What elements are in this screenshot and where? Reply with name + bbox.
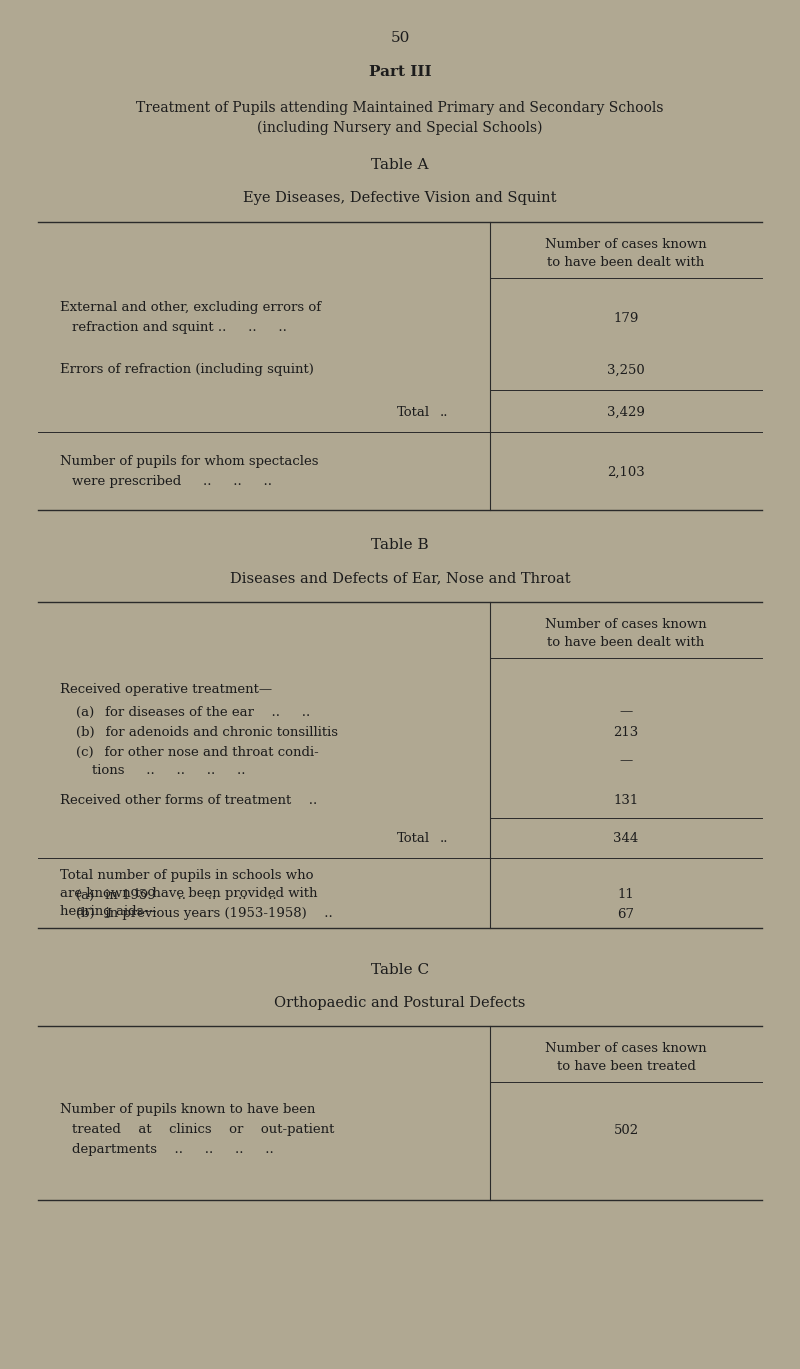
Text: Received operative treatment—: Received operative treatment— [60, 683, 272, 697]
Text: Number of pupils for whom spectacles: Number of pupils for whom spectacles [60, 456, 318, 468]
Text: 344: 344 [614, 831, 638, 845]
Text: Number of cases known: Number of cases known [545, 237, 707, 251]
Text: refraction and squint ..   ..   ..: refraction and squint .. .. .. [72, 322, 287, 334]
Text: departments  ..   ..   ..   ..: departments .. .. .. .. [72, 1143, 274, 1157]
Text: Total number of pupils in schools who: Total number of pupils in schools who [60, 869, 314, 883]
Text: 179: 179 [614, 312, 638, 324]
Text: to have been dealt with: to have been dealt with [547, 635, 705, 649]
Text: (a)  in 1959   ..   ..   ..   ..: (a) in 1959 .. .. .. .. [76, 888, 277, 902]
Text: Number of cases known: Number of cases known [545, 617, 707, 631]
Text: Total: Total [397, 831, 430, 845]
Text: External and other, excluding errors of: External and other, excluding errors of [60, 301, 321, 315]
Text: ..: .. [440, 405, 449, 419]
Text: 2,103: 2,103 [607, 465, 645, 479]
Text: (b)  in previous years (1953-1958)  ..: (b) in previous years (1953-1958) .. [76, 908, 333, 920]
Text: Eye Diseases, Defective Vision and Squint: Eye Diseases, Defective Vision and Squin… [243, 192, 557, 205]
Text: 50: 50 [390, 31, 410, 45]
Text: 131: 131 [614, 794, 638, 806]
Text: 3,250: 3,250 [607, 364, 645, 376]
Text: (c)  for other nose and throat condi-: (c) for other nose and throat condi- [76, 746, 318, 758]
Text: tions   ..   ..   ..   ..: tions .. .. .. .. [92, 764, 246, 776]
Text: Table C: Table C [371, 962, 429, 977]
Text: Errors of refraction (including squint): Errors of refraction (including squint) [60, 364, 314, 376]
Text: Treatment of Pupils attending Maintained Primary and Secondary Schools: Treatment of Pupils attending Maintained… [136, 101, 664, 115]
Text: 502: 502 [614, 1124, 638, 1136]
Text: are known to have been provided with: are known to have been provided with [60, 887, 318, 901]
Text: Orthopaedic and Postural Defects: Orthopaedic and Postural Defects [274, 997, 526, 1010]
Text: —: — [619, 754, 633, 768]
Text: Part III: Part III [369, 64, 431, 79]
Text: (b)  for adenoids and chronic tonsillitis: (b) for adenoids and chronic tonsillitis [76, 726, 338, 738]
Text: (including Nursery and Special Schools): (including Nursery and Special Schools) [258, 120, 542, 136]
Text: 67: 67 [618, 908, 634, 920]
Text: Total: Total [397, 405, 430, 419]
Text: Table A: Table A [371, 157, 429, 172]
Text: Diseases and Defects of Ear, Nose and Throat: Diseases and Defects of Ear, Nose and Th… [230, 571, 570, 585]
Text: hearing aids—: hearing aids— [60, 905, 157, 917]
Text: 11: 11 [618, 888, 634, 902]
Text: (a)  for diseases of the ear  ..   ..: (a) for diseases of the ear .. .. [76, 705, 310, 719]
Text: 213: 213 [614, 726, 638, 738]
Text: treated  at  clinics  or  out-patient: treated at clinics or out-patient [72, 1124, 334, 1136]
Text: to have been dealt with: to have been dealt with [547, 256, 705, 268]
Text: were prescribed   ..   ..   ..: were prescribed .. .. .. [72, 475, 272, 489]
Text: Table B: Table B [371, 538, 429, 552]
Text: Received other forms of treatment  ..: Received other forms of treatment .. [60, 794, 318, 806]
Text: 3,429: 3,429 [607, 405, 645, 419]
Text: ..: .. [440, 831, 449, 845]
Text: —: — [619, 705, 633, 719]
Text: Number of pupils known to have been: Number of pupils known to have been [60, 1103, 315, 1117]
Text: to have been treated: to have been treated [557, 1060, 695, 1072]
Text: Number of cases known: Number of cases known [545, 1042, 707, 1054]
